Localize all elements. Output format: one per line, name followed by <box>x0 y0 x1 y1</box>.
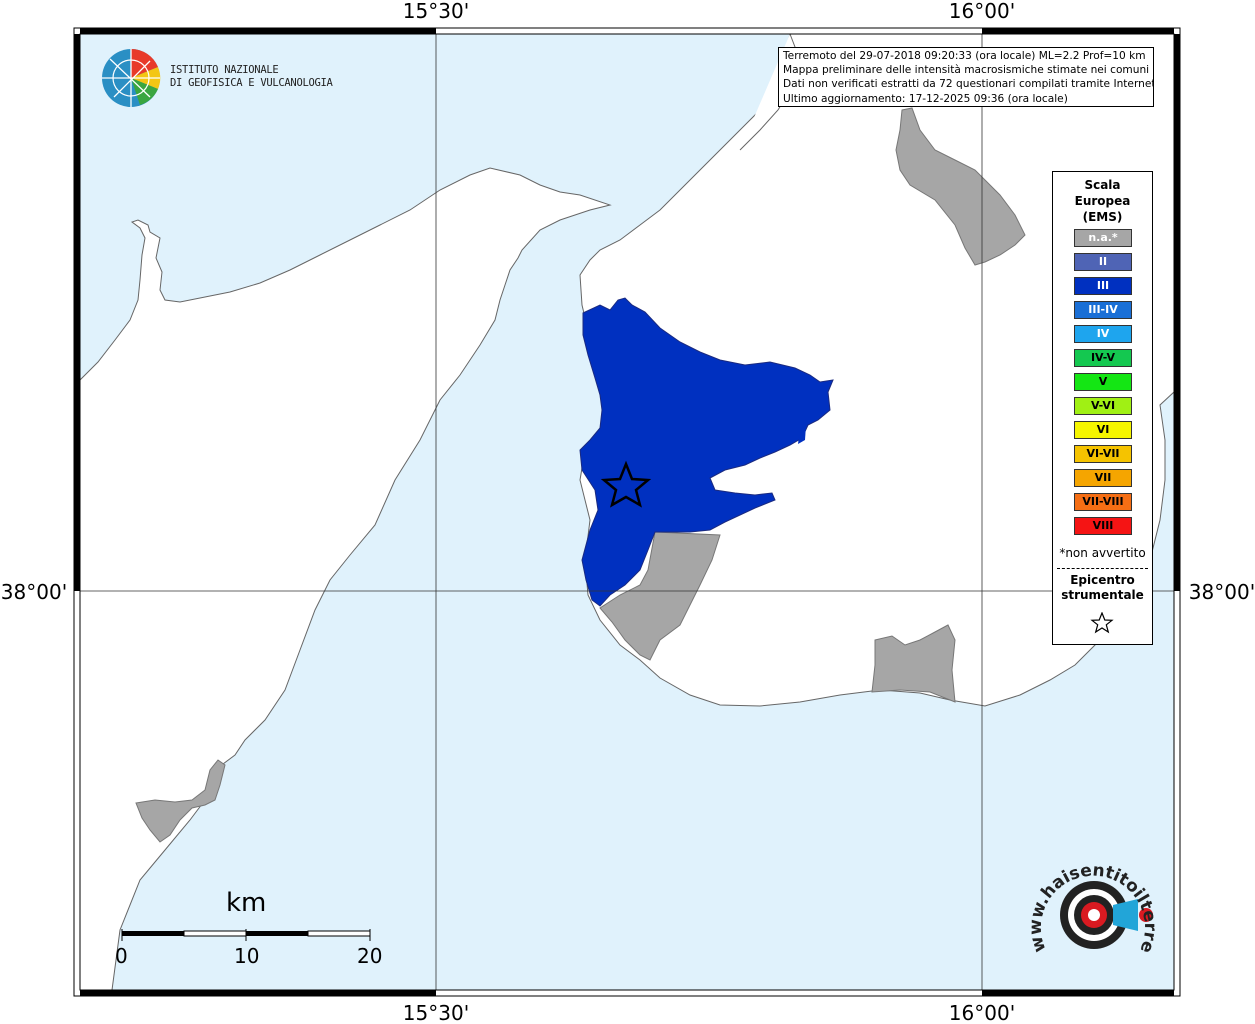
coord-label-top-left: 15°30' <box>403 0 469 23</box>
region-not-available-southeast <box>871 624 956 703</box>
legend-epicenter-label: Epicentro strumentale <box>1053 573 1152 603</box>
legend-item-vii-viii: VII-VIII <box>1074 493 1132 511</box>
scale-bar-tick-0: 0 <box>115 944 128 968</box>
region-not-available-south <box>599 531 721 661</box>
legend-item-vi-vii: VI-VII <box>1074 445 1132 463</box>
legend-star-icon <box>1090 612 1114 634</box>
region-not-available-north <box>895 107 1026 266</box>
info-line-4: Ultimo aggiornamento: 17-12-2025 09:36 (… <box>783 92 1068 105</box>
legend-item-v-vi: V-VI <box>1074 397 1132 415</box>
legend-title-line3: (EMS) <box>1082 210 1123 224</box>
legend-item-iv: IV <box>1074 325 1132 343</box>
land-calabria <box>579 33 1175 707</box>
legend-title: Scala Europea (EMS) <box>1053 177 1152 225</box>
region-not-available-sicily <box>135 759 226 843</box>
ingv-name-line2: DI GEOFISICA E VULCANOLOGIA <box>170 77 333 89</box>
island-blue <box>798 425 806 444</box>
info-line-3: Dati non verificati estratti da 72 quest… <box>783 78 1154 91</box>
coord-label-left: 38°00' <box>1 580 67 604</box>
legend-divider <box>1057 568 1148 569</box>
legend-item-viii: VIII <box>1074 517 1132 535</box>
legend-item-v: V <box>1074 373 1132 391</box>
legend-title-line2: Europea <box>1074 194 1131 208</box>
legend-item-vi: VI <box>1074 421 1132 439</box>
land-sicily <box>79 34 612 991</box>
legend-item-vii: VII <box>1074 469 1132 487</box>
legend-epicenter-line2: strumentale <box>1061 588 1144 602</box>
ingv-name-line1: ISTITUTO NAZIONALE <box>170 64 279 76</box>
scale-bar-unit: km <box>226 888 267 918</box>
info-line-1: Terremoto del 29-07-2018 09:20:33 (ora l… <box>783 50 1146 62</box>
legend-item-ii: II <box>1074 253 1132 271</box>
legend-item-iii: III <box>1074 277 1132 295</box>
coord-label-bottom-left: 15°30' <box>403 1001 469 1024</box>
ingv-logo-icon <box>102 48 161 107</box>
legend-title-line1: Scala <box>1084 178 1121 192</box>
coord-label-bottom-right: 16°00' <box>949 1001 1015 1024</box>
epicenter-star <box>600 460 652 508</box>
legend-epicenter-line1: Epicentro <box>1070 573 1135 587</box>
coord-label-right: 38°00' <box>1189 580 1255 604</box>
legend-item-n-a: n.a.* <box>1074 229 1132 247</box>
scale-bar-tick-20: 20 <box>357 944 383 968</box>
coord-label-top-right: 16°00' <box>949 0 1015 23</box>
ems-legend: Scala Europea (EMS) n.a.* II III III-IV IV IV… <box>1052 171 1153 645</box>
region-intensity-III <box>579 297 834 607</box>
legend-note: *non avvertito <box>1059 546 1146 560</box>
info-line-2: Mappa preliminare delle intensità macros… <box>783 64 1150 77</box>
haisentito-logo-icon: www.haisentitoilterremoto.it <box>1028 855 1160 956</box>
scale-bar-tick-10: 10 <box>234 944 260 968</box>
legend-item-iii-iv: III-IV <box>1074 301 1132 319</box>
scale-bar <box>121 929 371 941</box>
legend-item-iv-v: IV-V <box>1074 349 1132 367</box>
ingv-name: ISTITUTO NAZIONALE DI GEOFISICA E VULCAN… <box>170 64 333 90</box>
earthquake-info-box: Terremoto del 29-07-2018 09:20:33 (ora l… <box>778 47 1154 107</box>
